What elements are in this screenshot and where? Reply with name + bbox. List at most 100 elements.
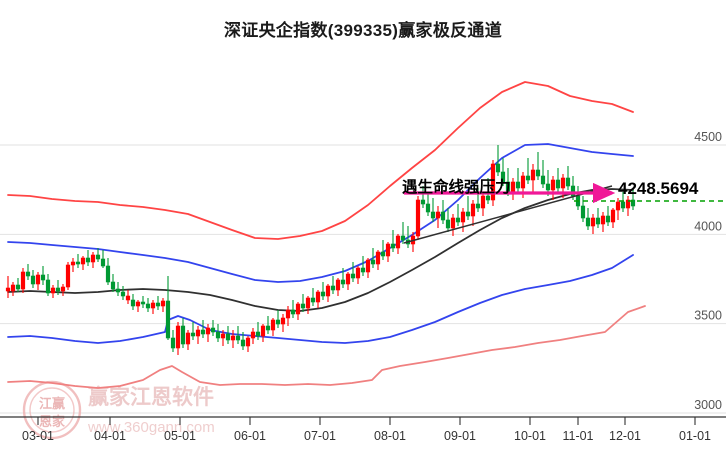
candle[interactable] [35, 272, 41, 290]
candle[interactable] [30, 270, 36, 288]
candle[interactable] [490, 160, 496, 206]
candle[interactable] [625, 196, 631, 216]
candle[interactable] [440, 200, 446, 224]
candle[interactable] [40, 266, 46, 285]
candle[interactable] [585, 208, 591, 230]
candle[interactable] [95, 248, 101, 262]
candle[interactable] [450, 214, 456, 236]
candle[interactable] [435, 206, 441, 228]
candle[interactable] [515, 168, 521, 192]
candle[interactable] [85, 250, 91, 266]
candle[interactable] [580, 196, 586, 222]
candle[interactable] [215, 324, 221, 342]
candle[interactable] [165, 276, 171, 340]
candle[interactable] [495, 145, 501, 176]
candle[interactable] [525, 158, 531, 184]
candle[interactable] [615, 198, 621, 220]
candle[interactable] [630, 190, 636, 210]
candle[interactable] [230, 330, 236, 348]
candle[interactable] [140, 296, 146, 308]
candle[interactable] [135, 300, 141, 312]
candle[interactable] [600, 212, 606, 232]
candle[interactable] [155, 296, 161, 310]
candle[interactable] [395, 234, 401, 254]
candle[interactable] [20, 268, 26, 293]
candle[interactable] [65, 262, 71, 290]
candle[interactable] [565, 166, 571, 190]
candle[interactable] [195, 326, 201, 344]
candle[interactable] [445, 208, 451, 232]
candle[interactable] [455, 204, 461, 226]
candle[interactable] [340, 268, 346, 288]
candle[interactable] [310, 288, 316, 306]
candle[interactable] [315, 290, 321, 308]
candle[interactable] [420, 186, 426, 208]
candle[interactable] [70, 258, 76, 272]
candle[interactable] [595, 208, 601, 228]
candle[interactable] [485, 178, 491, 204]
candle[interactable] [355, 266, 361, 284]
candle[interactable] [460, 208, 466, 232]
candle[interactable] [110, 274, 116, 292]
candle[interactable] [280, 314, 286, 332]
candle[interactable] [360, 256, 366, 276]
candle[interactable] [535, 152, 541, 180]
candle[interactable] [255, 322, 261, 340]
candle[interactable] [265, 316, 271, 334]
candle[interactable] [185, 330, 191, 350]
candle[interactable] [575, 186, 581, 210]
candle[interactable] [205, 324, 211, 342]
candle[interactable] [50, 285, 56, 298]
candle[interactable] [375, 250, 381, 270]
candle[interactable] [325, 284, 331, 302]
candle[interactable] [510, 178, 516, 200]
candle[interactable] [270, 318, 276, 336]
candle[interactable] [5, 276, 11, 298]
candle[interactable] [620, 192, 626, 212]
candle[interactable] [370, 248, 376, 268]
candle[interactable] [130, 294, 136, 310]
candle[interactable] [380, 240, 386, 260]
candle[interactable] [290, 300, 296, 318]
candle[interactable] [245, 336, 251, 352]
candle[interactable] [285, 306, 291, 326]
candle[interactable] [125, 290, 131, 304]
candle[interactable] [190, 322, 196, 340]
candle[interactable] [480, 192, 486, 216]
candle[interactable] [145, 298, 151, 312]
candle[interactable] [225, 326, 231, 344]
candle[interactable] [175, 322, 181, 355]
candle[interactable] [305, 296, 311, 314]
candle[interactable] [465, 196, 471, 220]
candle[interactable] [540, 160, 546, 188]
candle[interactable] [555, 168, 561, 192]
candle[interactable] [365, 258, 371, 278]
candle[interactable] [385, 242, 391, 262]
candle[interactable] [330, 276, 336, 294]
candle[interactable] [335, 278, 341, 296]
candle[interactable] [250, 328, 256, 344]
candle[interactable] [590, 214, 596, 234]
candle[interactable] [605, 206, 611, 226]
candle[interactable] [220, 330, 226, 346]
candle[interactable] [260, 324, 266, 342]
candle[interactable] [430, 198, 436, 222]
candle[interactable] [15, 278, 21, 292]
candle[interactable] [295, 302, 301, 320]
candle[interactable] [150, 300, 156, 314]
candle[interactable] [25, 264, 31, 280]
candle[interactable] [425, 192, 431, 216]
candle[interactable] [470, 200, 476, 226]
candle[interactable] [80, 256, 86, 270]
candle[interactable] [170, 330, 176, 352]
candle[interactable] [500, 158, 506, 186]
candle[interactable] [90, 252, 96, 268]
candle[interactable] [550, 176, 556, 200]
candle[interactable] [10, 282, 16, 296]
candle[interactable] [180, 318, 186, 348]
candle[interactable] [60, 284, 66, 296]
candle[interactable] [45, 274, 51, 296]
candle[interactable] [115, 282, 121, 296]
candle[interactable] [160, 298, 166, 312]
